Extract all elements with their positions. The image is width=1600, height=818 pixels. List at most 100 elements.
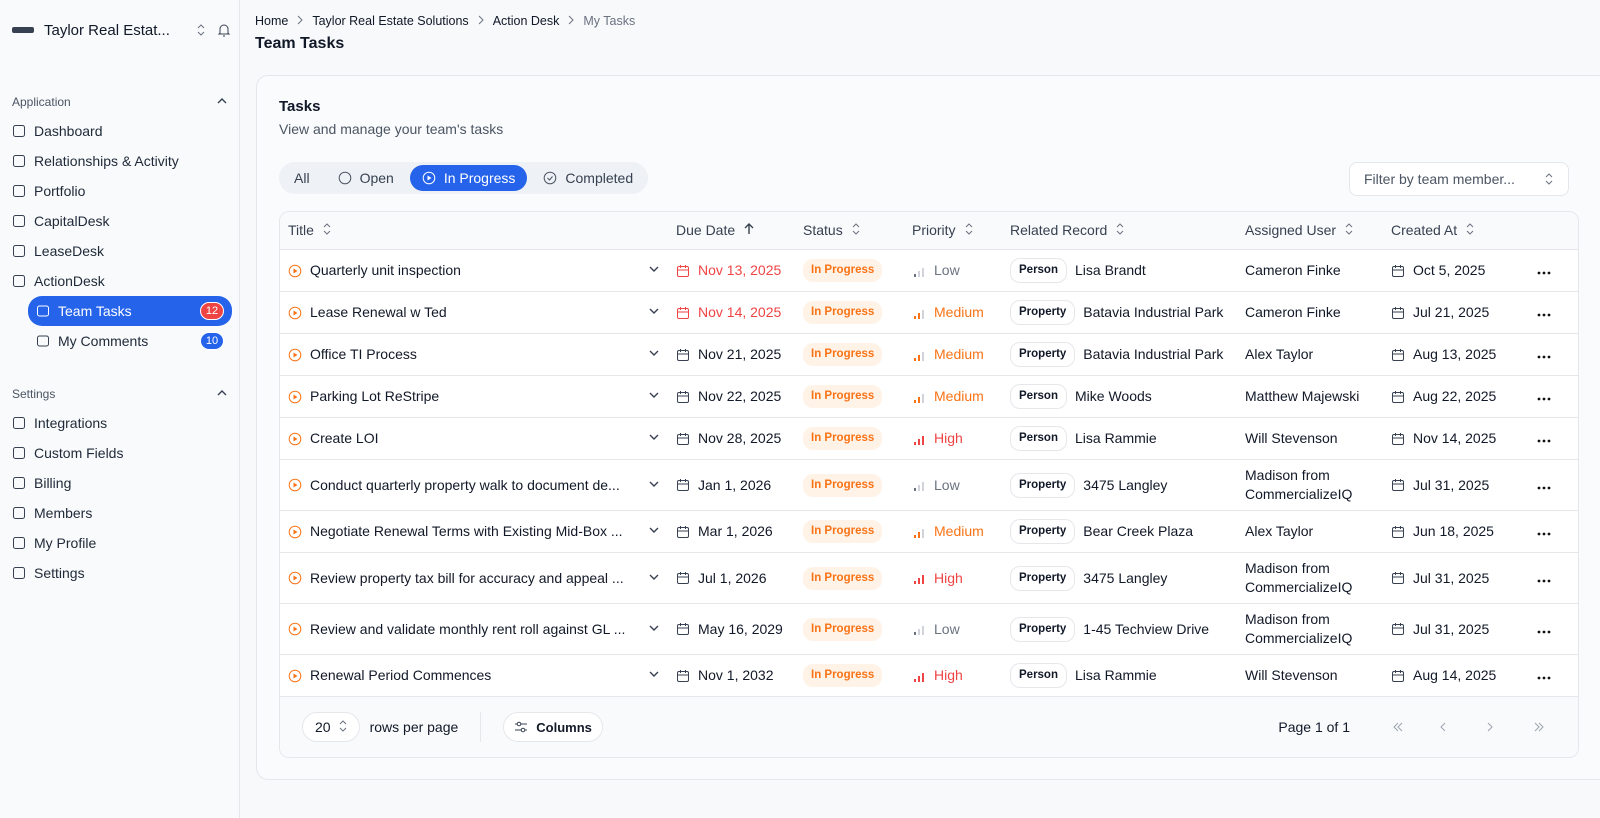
- actions-cell: [1517, 261, 1570, 280]
- section-header[interactable]: Application: [0, 88, 240, 116]
- nav-item[interactable]: ActionDesk: [0, 266, 240, 296]
- more-button[interactable]: [1537, 666, 1551, 685]
- pager-button[interactable]: [1472, 721, 1509, 733]
- due-date: Nov 1, 2032: [698, 667, 774, 683]
- nav-item[interactable]: Custom Fields: [0, 438, 240, 468]
- column-header[interactable]: Priority: [904, 221, 1002, 240]
- more-button[interactable]: [1537, 387, 1551, 406]
- nav-subitem[interactable]: Team Tasks 12: [28, 296, 232, 326]
- column-header[interactable]: Due Date: [668, 221, 795, 240]
- expand-icon[interactable]: [648, 387, 660, 406]
- table-row[interactable]: Negotiate Renewal Terms with Existing Mi…: [280, 511, 1578, 553]
- expand-icon[interactable]: [648, 476, 660, 495]
- pager-button[interactable]: [1519, 721, 1556, 733]
- expand-icon[interactable]: [648, 261, 660, 280]
- crumb[interactable]: Action Desk: [492, 14, 560, 28]
- tab[interactable]: Open: [326, 165, 406, 191]
- more-button[interactable]: [1537, 429, 1551, 448]
- page-size-select[interactable]: 20: [302, 712, 360, 742]
- filter-select[interactable]: Filter by team member...: [1349, 162, 1569, 196]
- record-name[interactable]: Lisa Rammie: [1075, 430, 1157, 446]
- record-name[interactable]: Bear Creek Plaza: [1083, 523, 1194, 539]
- record-name[interactable]: Lisa Brandt: [1075, 262, 1146, 278]
- more-button[interactable]: [1537, 569, 1551, 588]
- nav-item[interactable]: Dashboard: [0, 116, 240, 146]
- assigned-cell: Cameron Finke: [1237, 297, 1383, 328]
- assigned-cell: Madison from CommercializeIQ: [1237, 604, 1383, 654]
- bell[interactable]: [216, 22, 232, 38]
- pager-button[interactable]: [1378, 721, 1415, 733]
- table-row[interactable]: Renewal Period Commences Nov 1, 2032 In Pr…: [280, 655, 1578, 697]
- nav-item[interactable]: Relationships & Activity: [0, 146, 240, 176]
- nav-item[interactable]: Settings: [0, 558, 240, 588]
- record-name[interactable]: 3475 Langley: [1083, 569, 1168, 586]
- nav-icon: [36, 334, 50, 348]
- record-name[interactable]: Lisa Rammie: [1075, 667, 1157, 683]
- table-row[interactable]: Review and validate monthly rent roll ag…: [280, 604, 1578, 655]
- expand-icon[interactable]: [648, 522, 660, 541]
- table-row[interactable]: Conduct quarterly property walk to docum…: [280, 460, 1578, 511]
- status-cell: In Progress: [795, 664, 904, 687]
- assigned-cell: Matthew Majewski: [1237, 381, 1383, 412]
- calendar-icon: [676, 432, 690, 446]
- record-name[interactable]: 3475 Langley: [1083, 476, 1168, 493]
- assigned-user: Matthew Majewski: [1245, 388, 1360, 404]
- more-button[interactable]: [1537, 522, 1551, 541]
- record-name[interactable]: Mike Woods: [1075, 388, 1152, 404]
- column-header[interactable]: Title: [280, 221, 668, 240]
- nav-item[interactable]: My Profile: [0, 528, 240, 558]
- column-header[interactable]: Created At: [1383, 221, 1517, 240]
- record-name[interactable]: Batavia Industrial Park: [1083, 346, 1224, 362]
- expand-icon[interactable]: [648, 620, 660, 639]
- status-badge: In Progress: [803, 520, 883, 543]
- created-at: Aug 14, 2025: [1413, 667, 1497, 683]
- table-row[interactable]: Lease Renewal w Ted Nov 14, 2025 In Progre…: [280, 292, 1578, 334]
- status-badge: In Progress: [803, 301, 883, 324]
- tab[interactable]: In Progress: [409, 165, 528, 191]
- table-row[interactable]: Review property tax bill for accuracy an…: [280, 553, 1578, 604]
- section-header[interactable]: Settings: [0, 380, 240, 408]
- record-name[interactable]: 1-45 Techview Drive: [1083, 620, 1210, 637]
- record-name[interactable]: Batavia Industrial Park: [1083, 304, 1224, 320]
- expand-icon[interactable]: [648, 303, 660, 322]
- org-switcher[interactable]: Taylor Real Estat...: [12, 16, 232, 44]
- nav-item[interactable]: Integrations: [0, 408, 240, 438]
- sidebar: Taylor Real Estat... Application Dashboar…: [0, 0, 240, 818]
- nav-subitem[interactable]: My Comments 10: [28, 326, 232, 356]
- more-button[interactable]: [1537, 261, 1551, 280]
- status-badge: In Progress: [803, 664, 883, 687]
- expand-icon[interactable]: [648, 429, 660, 448]
- nav-icon: [12, 274, 26, 288]
- more-button[interactable]: [1537, 345, 1551, 364]
- tab[interactable]: All: [282, 165, 322, 191]
- pager-button[interactable]: [1425, 721, 1462, 733]
- table-row[interactable]: Parking Lot ReStripe Nov 22, 2025 In Progr…: [280, 376, 1578, 418]
- created-at: Aug 13, 2025: [1413, 346, 1497, 362]
- record-type: Person: [1010, 426, 1067, 451]
- more-button[interactable]: [1537, 303, 1551, 322]
- more-button[interactable]: [1537, 476, 1551, 495]
- expand-icon[interactable]: [648, 345, 660, 364]
- nav-item[interactable]: CapitalDesk: [0, 206, 240, 236]
- table-row[interactable]: Quarterly unit inspection Nov 13, 2025 In …: [280, 250, 1578, 292]
- crumb[interactable]: Taylor Real Estate Solutions: [312, 14, 469, 28]
- columns-button[interactable]: Columns: [503, 712, 603, 742]
- tab[interactable]: Completed: [531, 165, 645, 191]
- crumb[interactable]: Home: [255, 14, 289, 28]
- created-at: Nov 14, 2025: [1413, 430, 1497, 446]
- column-header[interactable]: Status: [795, 221, 904, 240]
- record-type: Property: [1010, 565, 1076, 591]
- column-header[interactable]: Assigned User: [1237, 221, 1383, 240]
- column-header[interactable]: Related Record: [1002, 221, 1237, 240]
- status-cell: In Progress: [795, 473, 904, 497]
- expand-icon[interactable]: [648, 569, 660, 588]
- nav-item[interactable]: LeaseDesk: [0, 236, 240, 266]
- more-button[interactable]: [1537, 620, 1551, 639]
- nav-item[interactable]: Portfolio: [0, 176, 240, 206]
- expand-icon[interactable]: [648, 666, 660, 685]
- priority-cell: High: [904, 666, 1002, 685]
- table-row[interactable]: Create LOI Nov 28, 2025 In Progress High Per…: [280, 418, 1578, 460]
- nav-item[interactable]: Members: [0, 498, 240, 528]
- nav-item[interactable]: Billing: [0, 468, 240, 498]
- table-row[interactable]: Office TI Process Nov 21, 2025 In Progress…: [280, 334, 1578, 376]
